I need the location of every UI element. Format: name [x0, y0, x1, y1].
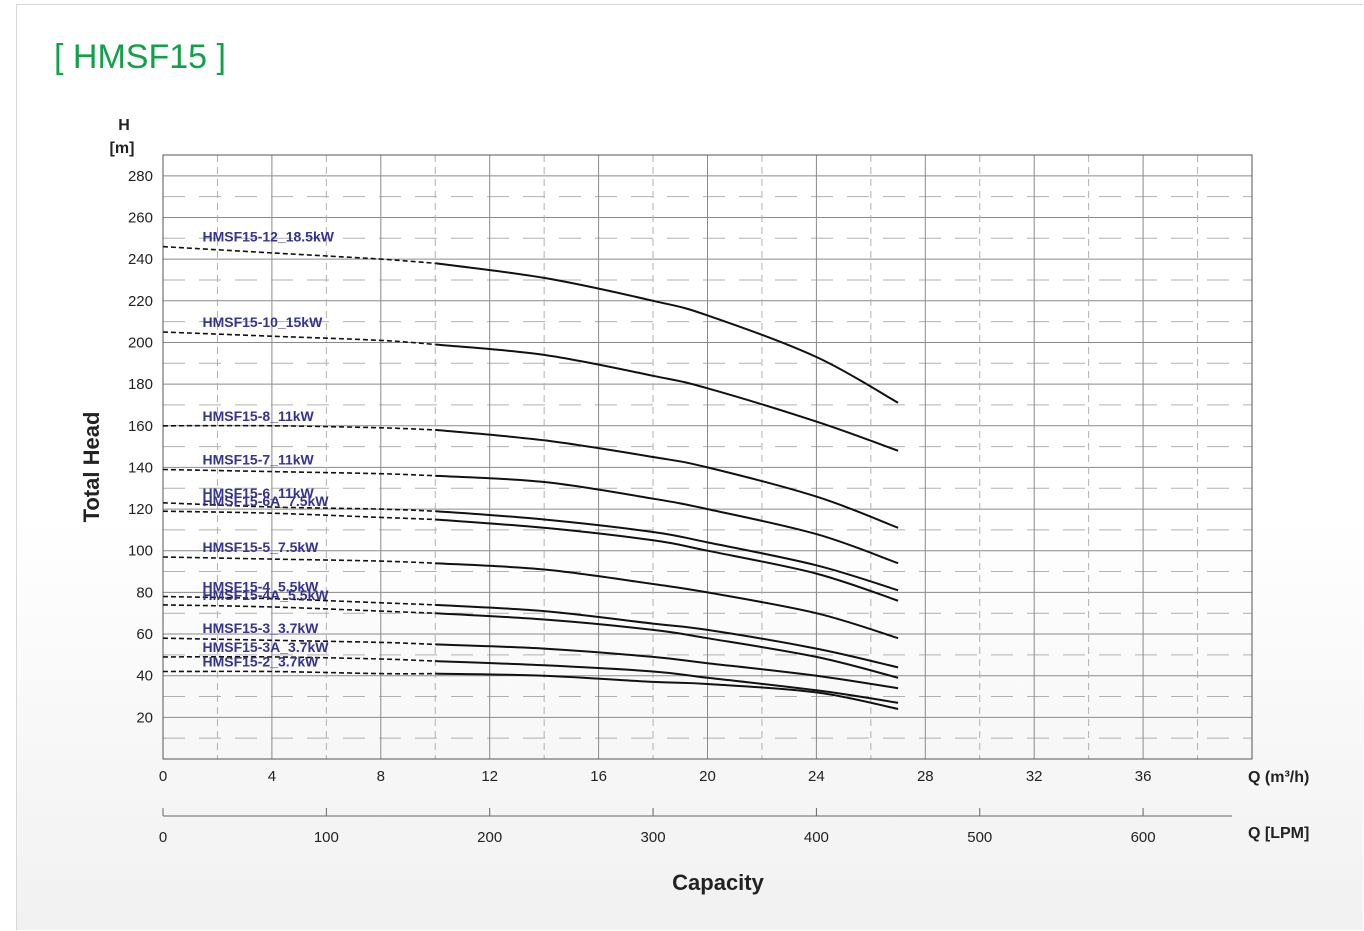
curve-dashed	[162, 637, 436, 646]
x-tick-label: 12	[481, 768, 498, 785]
y-tick-labels: 20 40 60 80 100 120 140 160 180 200 220 240 260 280	[128, 168, 153, 727]
y-tick-label: 220	[128, 293, 153, 310]
curve-solid	[435, 603, 899, 669]
y-unit-top: H	[118, 117, 130, 134]
lpm-tick-label: 300	[641, 829, 666, 846]
curve-solid	[435, 612, 899, 679]
curve-solid	[435, 660, 899, 704]
y-unit-bottom: [m]	[110, 140, 135, 157]
curve-solid	[435, 518, 899, 602]
lpm-tick-label: 100	[314, 829, 339, 846]
curve-dashed	[162, 595, 436, 606]
curve-dashed	[162, 655, 436, 662]
x-tick-label: 28	[917, 768, 934, 785]
y-tick-label: 200	[128, 334, 153, 351]
curve-solid	[435, 343, 899, 452]
y-tick-label: 180	[128, 376, 153, 393]
curve-solid	[435, 643, 899, 690]
y-tick-label: 60	[136, 626, 153, 643]
y-tick-label: 140	[128, 459, 153, 476]
lpm-tick-label: 600	[1131, 829, 1156, 846]
curve-dashed	[162, 604, 436, 614]
y-tick-label: 280	[128, 168, 153, 185]
y-tick-label: 20	[136, 709, 153, 726]
series-label: HMSF15-6_11kW	[202, 485, 314, 501]
plot-border	[162, 154, 1253, 760]
chart-title: [ HMSF15 ]	[54, 38, 226, 76]
curve-solid	[435, 510, 899, 592]
lpm-tick-label: 0	[159, 829, 167, 846]
curve-solid	[435, 262, 899, 404]
y-tick-label: 120	[128, 501, 153, 518]
x-tick-label: 36	[1135, 768, 1152, 785]
series-label: HMSF15-4_5.5kW	[202, 579, 319, 595]
curve-solid	[435, 428, 899, 529]
series-label: HMSF15-5_7.5kW	[202, 539, 319, 555]
y-tick-label: 100	[128, 543, 153, 560]
curve-dashed	[162, 424, 436, 431]
x-tick-label: 4	[268, 768, 276, 785]
y-tick-label: 160	[128, 418, 153, 435]
x-tick-label: 20	[699, 768, 716, 785]
x-tick-label: 0	[159, 768, 167, 785]
curve-dashed	[162, 510, 436, 521]
x-unit-primary: Q (m³/h)	[1248, 769, 1309, 786]
series-label: HMSF15-7_11kW	[202, 451, 314, 467]
series-label: HMSF15-6A_7.5kW	[202, 493, 329, 509]
series-label: HMSF15-2_3.7kW	[202, 654, 319, 670]
series-label: HMSF15-8_11kW	[202, 408, 314, 424]
curve-solid	[435, 474, 899, 565]
y-tick-label: 80	[136, 584, 153, 601]
series-label: HMSF15-3_3.7kW	[202, 620, 319, 636]
series-label: HMSF15-10_15kW	[202, 314, 323, 330]
x-tick-label: 16	[590, 768, 607, 785]
series-label: HMSF15-12_18.5kW	[202, 229, 334, 245]
curve-dashed	[162, 468, 436, 477]
grid	[163, 155, 1252, 759]
curve-solid	[435, 672, 899, 710]
x-axis-title: Capacity	[672, 870, 764, 895]
curve-dashed	[162, 245, 436, 265]
y-tick-label: 260	[128, 209, 153, 226]
lpm-tick-label: 500	[967, 829, 992, 846]
curves	[162, 245, 899, 710]
x-tick-label: 8	[377, 768, 385, 785]
lpm-axis: 0 100 200 300 400 500 600	[159, 808, 1232, 846]
x-tick-labels: 0 4 8 12 16 20 24 28 32 36	[159, 768, 1152, 785]
y-tick-label: 240	[128, 251, 153, 268]
series-label: HMSF15-3A_3.7kW	[202, 639, 329, 655]
x-tick-label: 24	[808, 768, 825, 785]
curve-dashed	[162, 502, 436, 512]
curve-solid	[435, 562, 899, 640]
curve-dashed	[162, 331, 436, 346]
y-axis-title: Total Head	[79, 412, 104, 523]
y-tick-label: 40	[136, 668, 153, 685]
series-label: HMSF15-4A_5.5kW	[202, 587, 329, 603]
x-tick-label: 32	[1026, 768, 1043, 785]
series-labels: HMSF15-12_18.5kW HMSF15-10_15kW HMSF15-8_1…	[202, 229, 334, 670]
curve-dashed	[162, 556, 436, 564]
curve-dashed	[162, 670, 436, 675]
x-unit-secondary: Q [LPM]	[1248, 825, 1309, 842]
lpm-tick-label: 200	[477, 829, 502, 846]
lpm-tick-label: 400	[804, 829, 829, 846]
